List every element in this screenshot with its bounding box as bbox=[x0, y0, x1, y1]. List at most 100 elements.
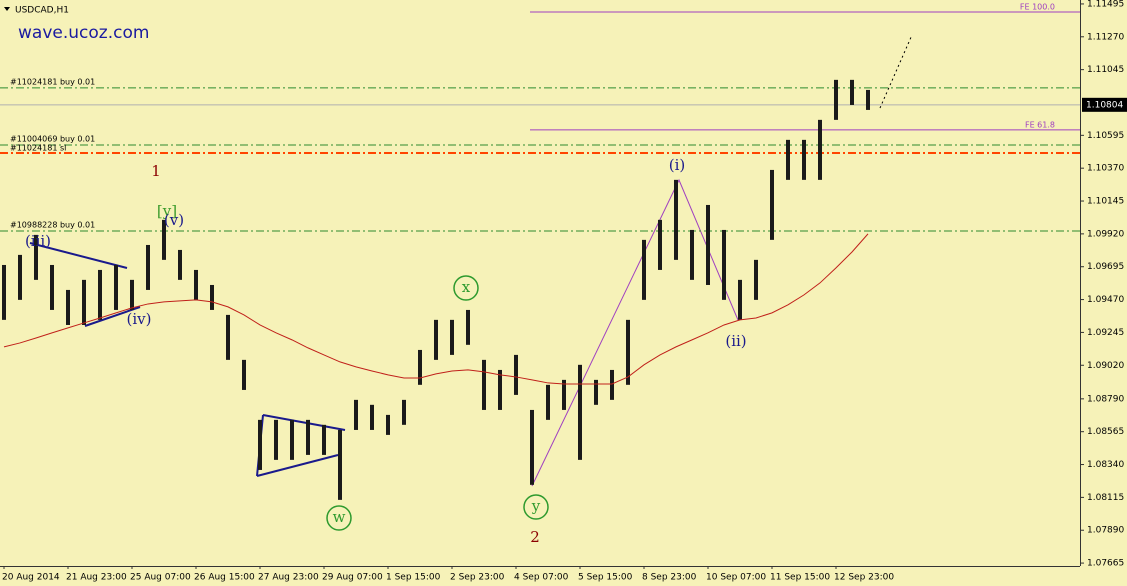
level-label: #11024181 buy 0.01 bbox=[10, 77, 95, 86]
price-bar bbox=[706, 204, 710, 285]
y-tick-label: 1.07665 bbox=[1087, 559, 1124, 569]
x-tick-label: 20 Aug 2014 bbox=[2, 573, 60, 583]
price-bar bbox=[658, 219, 662, 270]
price-bar bbox=[338, 429, 342, 500]
price-bar bbox=[514, 354, 518, 395]
chart-title: USDCAD,H1 bbox=[15, 6, 69, 16]
level-label: #10988228 buy 0.01 bbox=[10, 220, 95, 229]
level-label: #11004069 buy 0.01 bbox=[10, 134, 95, 143]
moving-average bbox=[3, 233, 869, 385]
price-bar bbox=[562, 379, 566, 410]
price-bar bbox=[626, 319, 630, 385]
price-bar bbox=[274, 419, 278, 460]
price-bar bbox=[610, 369, 614, 400]
price-bar bbox=[674, 179, 678, 260]
wave-circle bbox=[326, 505, 352, 531]
y-tick-label: 1.11045 bbox=[1087, 65, 1124, 75]
y-tick-label: 1.08115 bbox=[1087, 493, 1124, 503]
projection-line bbox=[879, 34, 913, 109]
y-tick-label: 1.09695 bbox=[1087, 262, 1124, 272]
trend-line bbox=[29, 242, 128, 269]
price-bar bbox=[98, 269, 102, 320]
price-bar bbox=[258, 419, 262, 470]
current-price-label: 1.10804 bbox=[1086, 100, 1123, 110]
price-bar bbox=[2, 264, 6, 320]
price-bar bbox=[34, 234, 38, 280]
y-tick-label: 1.09245 bbox=[1087, 328, 1124, 338]
price-bar bbox=[834, 79, 838, 120]
wave-label: (iv) bbox=[127, 310, 152, 328]
wave-label: (v) bbox=[164, 211, 184, 229]
y-tick-label: 1.10595 bbox=[1087, 131, 1124, 141]
price-bar bbox=[722, 229, 726, 300]
y-tick-label: 1.11495 bbox=[1087, 0, 1124, 9]
wave-circle bbox=[453, 275, 479, 301]
y-tick-label: 1.09470 bbox=[1087, 295, 1124, 305]
x-tick-label: 10 Sep 07:00 bbox=[706, 573, 766, 583]
price-bar bbox=[466, 309, 470, 345]
x-tick-label: 11 Sep 15:00 bbox=[770, 573, 830, 583]
price-bar bbox=[546, 384, 550, 420]
price-bar bbox=[162, 219, 166, 260]
y-tick-label: 1.07890 bbox=[1087, 526, 1124, 536]
y-tick-label: 1.11270 bbox=[1087, 32, 1124, 42]
price-bar bbox=[114, 264, 118, 310]
x-tick-label: 21 Aug 23:00 bbox=[66, 573, 127, 583]
x-tick-label: 26 Aug 15:00 bbox=[194, 573, 255, 583]
wave-circle bbox=[523, 494, 549, 520]
price-bar bbox=[210, 284, 214, 310]
price-bar bbox=[802, 139, 806, 180]
price-bar bbox=[482, 359, 486, 410]
price-bar bbox=[178, 249, 182, 280]
x-tick-label: 4 Sep 07:00 bbox=[514, 573, 569, 583]
x-tick-label: 29 Aug 07:00 bbox=[322, 573, 383, 583]
menu-arrow[interactable] bbox=[4, 7, 10, 11]
price-bar bbox=[642, 239, 646, 300]
price-bar bbox=[82, 279, 86, 325]
price-bar bbox=[434, 319, 438, 360]
price-bar bbox=[770, 169, 774, 240]
price-bar bbox=[18, 254, 22, 300]
price-bar bbox=[354, 399, 358, 430]
price-bar bbox=[402, 399, 406, 425]
price-bar bbox=[786, 139, 790, 180]
x-tick-label: 27 Aug 23:00 bbox=[258, 573, 319, 583]
x-tick-label: 2 Sep 23:00 bbox=[450, 573, 505, 583]
price-bar bbox=[242, 359, 246, 390]
price-bar bbox=[322, 424, 326, 455]
price-bar bbox=[578, 364, 582, 460]
price-bar bbox=[818, 119, 822, 180]
y-tick-label: 1.10370 bbox=[1087, 164, 1124, 174]
wave-label: (i) bbox=[669, 156, 686, 174]
price-bar bbox=[498, 369, 502, 410]
price-bar bbox=[754, 259, 758, 300]
y-tick-label: 1.08565 bbox=[1087, 427, 1124, 437]
y-tick-label: 1.09920 bbox=[1087, 229, 1124, 239]
x-tick-label: 1 Sep 15:00 bbox=[386, 573, 441, 583]
wave-label: x bbox=[462, 278, 471, 296]
price-bar bbox=[690, 229, 694, 280]
price-bar bbox=[418, 349, 422, 385]
x-tick-label: 5 Sep 15:00 bbox=[578, 573, 633, 583]
current-price-box bbox=[1082, 97, 1127, 112]
wave-label: (iii) bbox=[25, 232, 51, 250]
price-bar bbox=[306, 419, 310, 455]
y-tick-label: 1.08790 bbox=[1087, 394, 1124, 404]
price-bar bbox=[66, 289, 70, 325]
price-bar bbox=[738, 279, 742, 320]
price-bar bbox=[194, 269, 198, 300]
level-label: FE 100.0 bbox=[1020, 2, 1055, 11]
price-bar bbox=[386, 414, 390, 435]
level-label: FE 61.8 bbox=[1025, 120, 1055, 129]
price-bar bbox=[450, 319, 454, 355]
level-label: #11024181 sl bbox=[10, 143, 66, 152]
watermark: wave.ucoz.com bbox=[18, 23, 149, 43]
y-tick-label: 1.09020 bbox=[1087, 361, 1124, 371]
trend-line bbox=[256, 454, 339, 477]
price-bar bbox=[290, 419, 294, 460]
y-tick-label: 1.10145 bbox=[1087, 197, 1124, 207]
wave-label: w bbox=[333, 508, 346, 526]
trend-line bbox=[262, 414, 346, 431]
